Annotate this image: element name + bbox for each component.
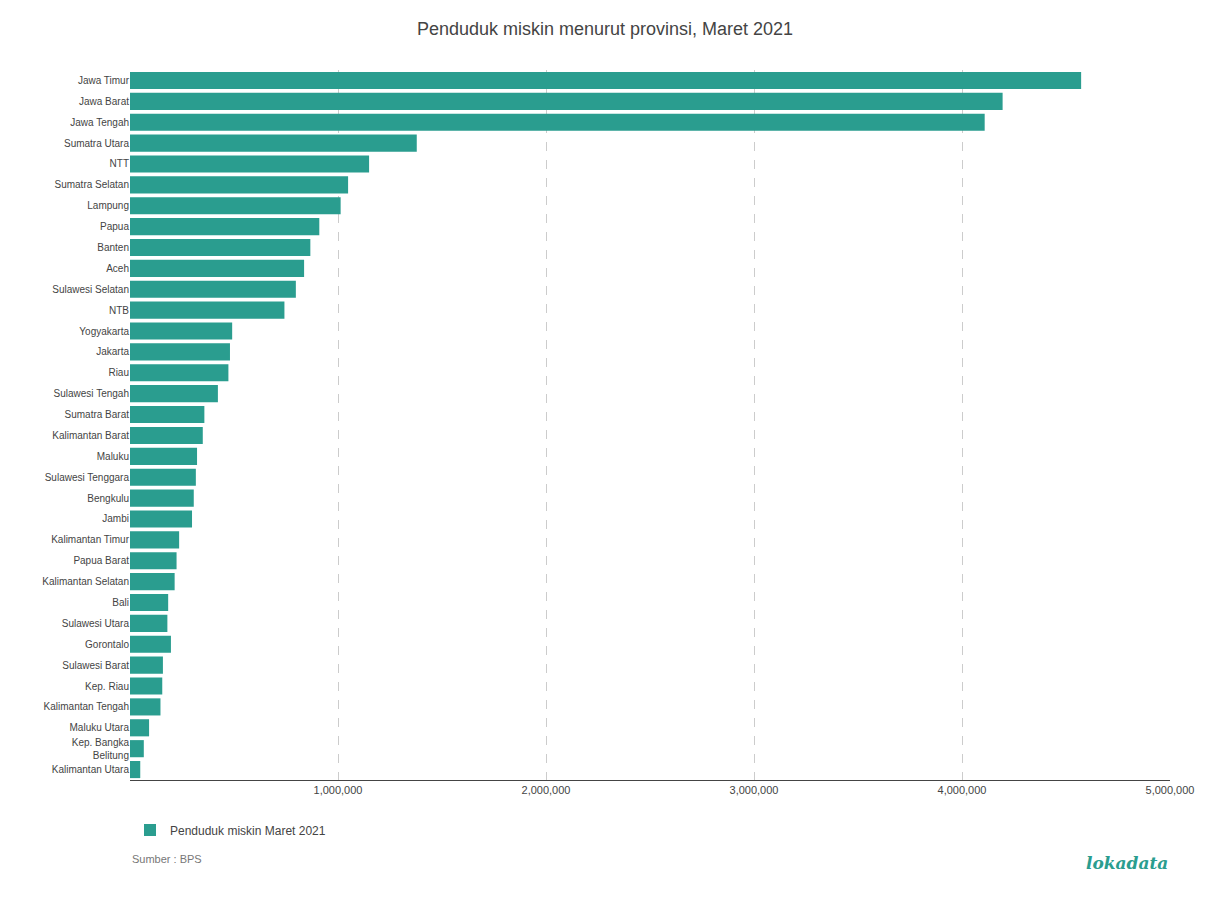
svg-text:Sumatra Selatan: Sumatra Selatan xyxy=(55,179,130,190)
svg-text:Kep. BangkaBelitung: Kep. BangkaBelitung xyxy=(72,737,130,761)
svg-text:lokadata: lokadata xyxy=(1086,853,1168,873)
svg-text:NTT: NTT xyxy=(110,158,129,169)
svg-text:Penduduk miskin Maret 2021: Penduduk miskin Maret 2021 xyxy=(170,824,326,838)
svg-text:Sumatra Utara: Sumatra Utara xyxy=(64,138,129,149)
svg-text:3,000,000: 3,000,000 xyxy=(730,784,779,796)
svg-text:Jawa Tengah: Jawa Tengah xyxy=(70,117,129,128)
svg-text:Jakarta: Jakarta xyxy=(96,346,129,357)
svg-text:Kalimantan Barat: Kalimantan Barat xyxy=(52,430,129,441)
svg-text:Kalimantan Tengah: Kalimantan Tengah xyxy=(44,701,129,712)
svg-text:Papua Barat: Papua Barat xyxy=(73,555,129,566)
svg-text:5,000,000: 5,000,000 xyxy=(1146,784,1195,796)
svg-text:Kep. Riau: Kep. Riau xyxy=(85,681,129,692)
svg-text:Gorontalo: Gorontalo xyxy=(85,639,129,650)
svg-text:Aceh: Aceh xyxy=(106,263,129,274)
svg-text:Jawa Timur: Jawa Timur xyxy=(78,75,130,86)
svg-text:Sumatra Barat: Sumatra Barat xyxy=(65,409,130,420)
svg-text:Sulawesi Tenggara: Sulawesi Tenggara xyxy=(45,472,130,483)
svg-text:Sulawesi Barat: Sulawesi Barat xyxy=(62,660,129,671)
svg-text:Penduduk miskin menurut provin: Penduduk miskin menurut provinsi, Maret … xyxy=(417,19,793,39)
svg-text:Kalimantan Timur: Kalimantan Timur xyxy=(51,534,129,545)
svg-text:Kalimantan Utara: Kalimantan Utara xyxy=(52,764,130,775)
svg-text:Riau: Riau xyxy=(108,367,129,378)
svg-text:Maluku: Maluku xyxy=(97,451,129,462)
svg-text:Yogyakarta: Yogyakarta xyxy=(79,326,129,337)
svg-text:NTB: NTB xyxy=(109,305,129,316)
svg-text:Maluku Utara: Maluku Utara xyxy=(70,722,130,733)
svg-text:Sulawesi Utara: Sulawesi Utara xyxy=(62,618,130,629)
svg-text:Sulawesi Selatan: Sulawesi Selatan xyxy=(52,284,129,295)
svg-text:Bali: Bali xyxy=(112,597,129,608)
svg-text:2,000,000: 2,000,000 xyxy=(522,784,571,796)
svg-text:Sulawesi Tengah: Sulawesi Tengah xyxy=(54,388,129,399)
svg-text:Kalimantan Selatan: Kalimantan Selatan xyxy=(42,576,129,587)
svg-text:Bengkulu: Bengkulu xyxy=(87,493,129,504)
svg-text:Banten: Banten xyxy=(97,242,129,253)
svg-text:Jambi: Jambi xyxy=(102,513,129,524)
svg-text:1,000,000: 1,000,000 xyxy=(314,784,363,796)
svg-text:Jawa Barat: Jawa Barat xyxy=(79,96,129,107)
svg-text:Lampung: Lampung xyxy=(87,200,129,211)
svg-text:Papua: Papua xyxy=(100,221,129,232)
svg-text:Sumber : BPS: Sumber : BPS xyxy=(132,853,202,865)
svg-text:4,000,000: 4,000,000 xyxy=(938,784,987,796)
